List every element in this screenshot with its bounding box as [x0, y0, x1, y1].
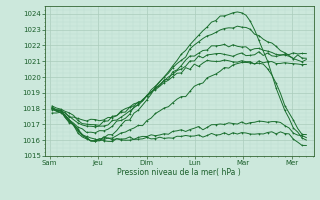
X-axis label: Pression niveau de la mer( hPa ): Pression niveau de la mer( hPa ) — [117, 168, 241, 177]
